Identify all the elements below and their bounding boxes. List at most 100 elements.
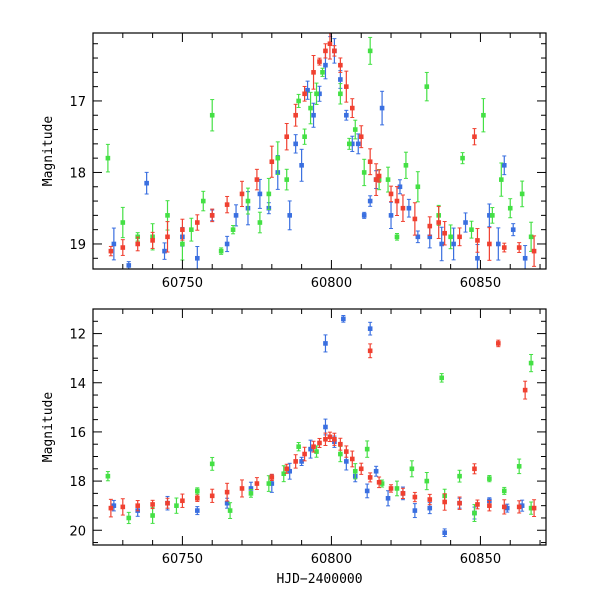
- data-point: [439, 241, 444, 247]
- data-point: [165, 500, 170, 506]
- data-point: [507, 205, 513, 211]
- data-point: [284, 177, 290, 182]
- data-point: [412, 508, 418, 513]
- data-point: [257, 191, 263, 197]
- data-point: [367, 475, 373, 480]
- axes-frame: [92, 32, 547, 270]
- data-point: [218, 248, 224, 254]
- data-point: [328, 24, 333, 29]
- data-point: [349, 105, 355, 111]
- data-point: [400, 491, 406, 496]
- data-point: [209, 461, 215, 467]
- data-point: [352, 127, 358, 132]
- data-point: [144, 180, 149, 186]
- data-point: [281, 471, 287, 477]
- data-point: [496, 241, 501, 247]
- axes-frame: [92, 308, 547, 546]
- data-point: [105, 473, 111, 479]
- data-point: [412, 216, 418, 222]
- data-point: [323, 436, 328, 442]
- data-point: [120, 504, 126, 510]
- data-point: [460, 155, 465, 161]
- data-point: [516, 504, 522, 510]
- data-point: [224, 500, 230, 506]
- data-point: [531, 248, 537, 254]
- data-point: [308, 446, 313, 452]
- data-point: [195, 508, 200, 513]
- data-point: [379, 481, 385, 486]
- data-point: [224, 489, 230, 495]
- data-point: [457, 234, 462, 240]
- data-point: [311, 70, 316, 75]
- data-point: [320, 70, 325, 75]
- data-point: [424, 478, 430, 484]
- data-point: [296, 444, 301, 449]
- data-point: [427, 234, 433, 240]
- data-point: [120, 245, 126, 250]
- data-point: [457, 473, 462, 479]
- data-point: [388, 191, 394, 197]
- x-tick-label: 60750: [162, 276, 203, 291]
- data-point: [522, 387, 528, 393]
- data-point: [165, 234, 170, 240]
- data-point: [501, 163, 507, 168]
- data-point: [361, 170, 367, 175]
- data-point: [323, 62, 328, 68]
- data-point: [338, 441, 343, 447]
- data-point: [269, 475, 275, 480]
- data-point: [180, 498, 185, 504]
- data-point: [126, 515, 132, 521]
- data-point: [400, 205, 406, 211]
- data-point: [364, 446, 370, 452]
- data-point: [442, 499, 447, 505]
- data-point: [209, 493, 215, 499]
- data-point: [427, 223, 433, 229]
- data-point: [189, 227, 194, 232]
- top-panel: 60750 60800 60850 17 18 19 Magnitude: [41, 24, 547, 291]
- data-point: [200, 198, 206, 204]
- data-point: [317, 59, 322, 64]
- data-point: [150, 238, 155, 243]
- data-point: [275, 155, 281, 161]
- data-point: [388, 486, 394, 491]
- data-point: [355, 141, 361, 147]
- data-point: [135, 241, 141, 247]
- data-point: [299, 459, 304, 464]
- data-point: [248, 486, 254, 491]
- data-point: [327, 434, 333, 440]
- data-point: [367, 198, 373, 204]
- data-point: [180, 227, 185, 232]
- data-point: [209, 213, 215, 218]
- data-point: [344, 449, 349, 454]
- data-point: [344, 459, 349, 464]
- data-point: [487, 213, 492, 218]
- data-point: [481, 112, 486, 118]
- data-point: [394, 198, 400, 204]
- data-point: [224, 202, 230, 207]
- data-point: [364, 488, 370, 494]
- data-point: [332, 48, 337, 54]
- data-point: [358, 466, 364, 472]
- data-point: [317, 91, 322, 97]
- x-tick-label: 60850: [460, 276, 501, 291]
- data-point: [487, 503, 492, 508]
- data-point: [239, 191, 245, 197]
- data-point: [111, 503, 117, 508]
- data-point: [424, 84, 430, 89]
- data-point: [266, 191, 272, 197]
- data-point: [209, 112, 215, 118]
- y-tick-label: 18: [69, 475, 86, 490]
- data-point: [180, 241, 185, 247]
- data-point: [531, 505, 537, 511]
- data-point: [293, 112, 298, 118]
- data-point: [327, 41, 333, 47]
- data-point: [516, 245, 522, 250]
- data-point: [323, 341, 328, 346]
- data-point: [442, 230, 447, 236]
- data-point: [230, 227, 236, 232]
- data-point: [412, 494, 418, 500]
- data-point: [385, 495, 391, 501]
- data-point: [510, 227, 516, 232]
- y-tick-label: 19: [69, 238, 86, 253]
